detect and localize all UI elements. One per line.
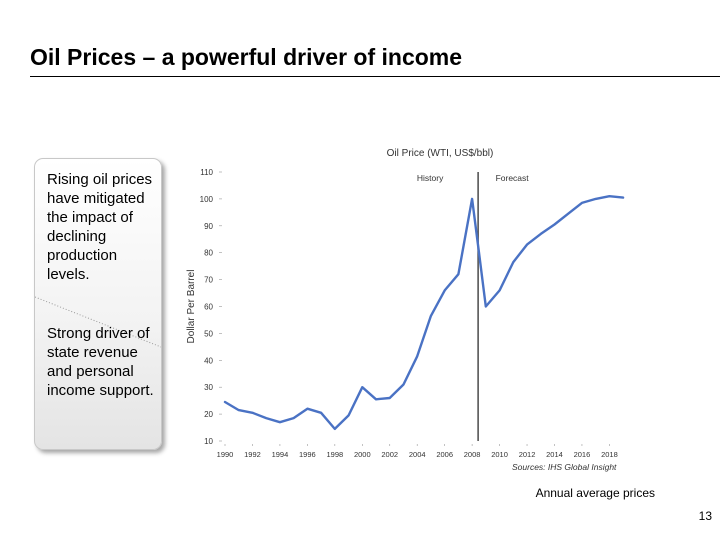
x-tick-label: 2012 bbox=[519, 450, 536, 459]
title-divider bbox=[30, 76, 720, 77]
x-tick-label: 1994 bbox=[272, 450, 289, 459]
y-tick-label: 30 bbox=[204, 383, 213, 392]
slide-title: Oil Prices – a powerful driver of income bbox=[30, 44, 463, 70]
y-tick-label: 60 bbox=[204, 303, 213, 312]
x-tick-label: 2014 bbox=[546, 450, 563, 459]
oil-price-chart: Oil Price (WTI, US$/bbl) Dollar Per Barr… bbox=[186, 148, 625, 472]
callout-box: Rising oil prices have mitigated the imp… bbox=[34, 158, 162, 450]
x-tick-label: 2016 bbox=[574, 450, 591, 459]
y-tick-label: 110 bbox=[200, 168, 213, 177]
series-line-oil-price bbox=[223, 195, 625, 431]
y-tick-label: 80 bbox=[204, 249, 213, 258]
x-tick-label: 2002 bbox=[381, 450, 398, 459]
region-label-forecast: Forecast bbox=[496, 173, 530, 183]
callout-point-2: Strong driver of state revenue and perso… bbox=[47, 325, 154, 399]
x-tick-label: 2006 bbox=[436, 450, 453, 459]
x-tick-label: 1992 bbox=[244, 450, 261, 459]
region-label-history: History bbox=[417, 173, 444, 183]
x-tick-label: 1996 bbox=[299, 450, 316, 459]
y-tick-label: 90 bbox=[204, 222, 213, 231]
x-tick-label: 2008 bbox=[464, 450, 481, 459]
x-tick-label: 2004 bbox=[409, 450, 426, 459]
y-tick-label: 20 bbox=[204, 410, 213, 419]
chart-source: Sources: IHS Global Insight bbox=[512, 462, 617, 472]
y-tick-label: 70 bbox=[204, 276, 213, 285]
y-tick-label: 40 bbox=[204, 356, 213, 365]
y-tick-label: 50 bbox=[204, 329, 213, 338]
callout-dotted-divider bbox=[35, 296, 161, 348]
chart-caption: Annual average prices bbox=[535, 486, 655, 500]
x-tick-label: 2010 bbox=[491, 450, 508, 459]
x-tick-label: 1990 bbox=[217, 450, 234, 459]
chart-title: Oil Price (WTI, US$/bbl) bbox=[387, 148, 494, 159]
page-number: 13 bbox=[698, 509, 712, 523]
x-tick-label: 1998 bbox=[326, 450, 343, 459]
x-tick-label: 2018 bbox=[601, 450, 618, 459]
y-axis-label: Dollar Per Barrel bbox=[186, 270, 197, 344]
callout-point-1: Rising oil prices have mitigated the imp… bbox=[47, 171, 153, 283]
y-tick-label: 100 bbox=[200, 195, 214, 204]
y-tick-label: 10 bbox=[204, 437, 213, 446]
x-tick-label: 2000 bbox=[354, 450, 371, 459]
